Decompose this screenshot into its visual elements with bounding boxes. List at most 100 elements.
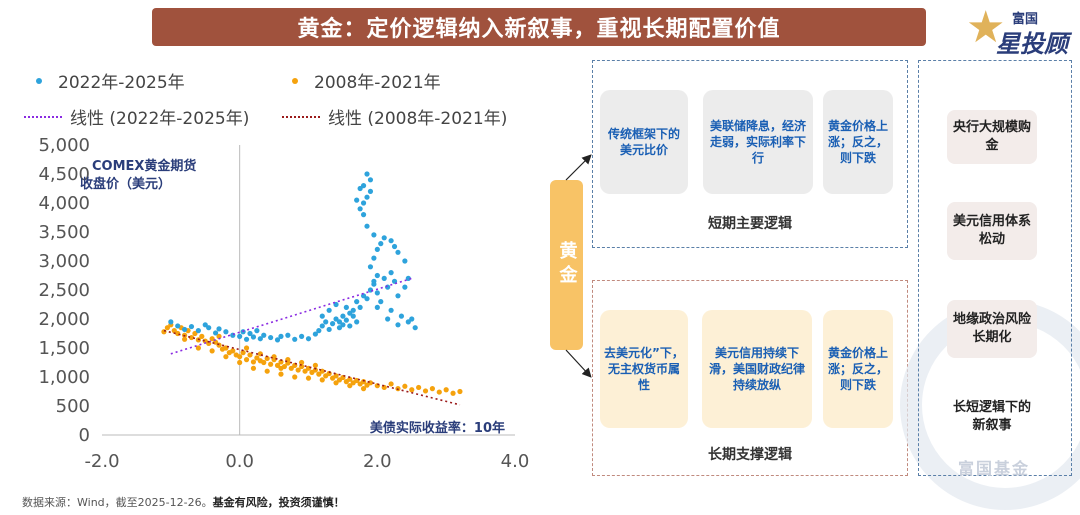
point-2008-2021 (209, 348, 215, 354)
point-2022-2025 (292, 336, 298, 342)
y-tick-label: 2,000 (38, 309, 90, 330)
point-2008-2021 (209, 336, 215, 342)
point-2008-2021 (436, 389, 442, 395)
point-2022-2025 (195, 328, 201, 334)
point-2022-2025 (371, 255, 377, 261)
point-2022-2025 (388, 307, 394, 313)
watermark-text: 富国基金 (958, 459, 1031, 478)
logo-line1: 富国 (1012, 12, 1039, 27)
point-2022-2025 (223, 329, 229, 335)
point-2008-2021 (443, 387, 449, 393)
point-2008-2021 (422, 388, 429, 394)
series-b-marker-icon (292, 77, 298, 84)
point-2022-2025 (316, 328, 322, 334)
point-2022-2025 (347, 323, 353, 329)
x-axis-title: 美债实际收益率：10年 (370, 420, 505, 436)
point-2022-2025 (329, 321, 336, 327)
scatter-chart: 0 500 1,000 1,500 2,000 2,500 3,000 3,500 4,000 4… (38, 135, 529, 472)
point-2008-2021 (237, 359, 243, 366)
legend-entry-trend-b: 线性 (2008年-2021年) (282, 104, 507, 129)
point-2022-2025 (360, 183, 367, 189)
point-2022-2025 (326, 307, 332, 313)
point-2008-2021 (305, 375, 312, 381)
point-2022-2025 (206, 325, 212, 331)
point-2022-2025 (261, 332, 267, 338)
point-2008-2021 (278, 365, 284, 371)
legend-entry-series-b: 2008年-2021年 (292, 68, 441, 93)
point-2022-2025 (357, 304, 363, 310)
y-tick-label: 4,500 (38, 164, 90, 185)
brand-logo: ★ 富国 星投顾 (966, 2, 1076, 59)
point-2022-2025 (381, 275, 387, 281)
point-2008-2021 (288, 365, 294, 371)
point-2008-2021 (250, 359, 257, 365)
short-term-panel (592, 60, 908, 248)
point-2022-2025 (182, 326, 188, 333)
point-2008-2021 (243, 357, 250, 363)
point-2008-2021 (268, 361, 274, 367)
logo-line2: 星投顾 (996, 30, 1068, 58)
point-2008-2021 (161, 329, 167, 335)
point-2022-2025 (364, 223, 370, 229)
point-2008-2021 (360, 386, 367, 392)
point-2008-2021 (243, 345, 250, 351)
point-2022-2025 (319, 313, 325, 319)
point-2022-2025 (405, 319, 411, 325)
point-2022-2025 (312, 331, 318, 337)
point-2022-2025 (274, 337, 281, 343)
point-2022-2025 (402, 284, 408, 290)
point-2022-2025 (374, 304, 380, 310)
legend-label-series-b: 2008年-2021年 (314, 73, 441, 93)
point-2022-2025 (357, 185, 363, 192)
point-2022-2025 (388, 270, 394, 276)
point-2008-2021 (247, 352, 253, 358)
side-item-2: 美元信用体系松动 (947, 202, 1037, 260)
point-2008-2021 (450, 390, 456, 396)
point-2022-2025 (247, 330, 253, 337)
trendline-2008-2021 (163, 329, 461, 406)
point-2008-2021 (237, 354, 243, 360)
point-2008-2021 (402, 383, 408, 389)
point-2022-2025 (347, 310, 353, 316)
point-2022-2025 (340, 313, 346, 319)
point-2008-2021 (261, 359, 267, 366)
point-2022-2025 (299, 333, 305, 339)
point-2022-2025 (250, 334, 257, 340)
point-2008-2021 (292, 374, 298, 380)
point-2008-2021 (223, 354, 229, 360)
point-2008-2021 (333, 380, 339, 386)
point-2022-2025 (409, 316, 415, 322)
point-2022-2025 (212, 330, 219, 336)
point-2022-2025 (278, 333, 284, 339)
point-2022-2025 (378, 299, 384, 305)
point-2022-2025 (168, 319, 174, 325)
point-2008-2021 (264, 368, 270, 374)
point-2022-2025 (395, 322, 401, 328)
point-2008-2021 (192, 330, 198, 337)
point-2022-2025 (202, 322, 208, 328)
point-2022-2025 (216, 326, 222, 332)
point-2008-2021 (333, 373, 339, 379)
point-2022-2025 (243, 336, 250, 342)
short-term-label: 短期主要逻辑 (708, 216, 792, 232)
arrow-down-icon (565, 349, 592, 378)
y-tick-label: 3,500 (38, 222, 90, 243)
y-tick-label: 0 (79, 425, 90, 446)
point-2022-2025 (350, 307, 356, 313)
point-2022-2025 (398, 313, 405, 319)
point-2022-2025 (333, 316, 339, 322)
x-tick-label: -2.0 (84, 451, 119, 472)
point-2008-2021 (274, 362, 281, 368)
point-2022-2025 (364, 171, 370, 177)
trendline-2022-2025 (170, 277, 412, 355)
point-2022-2025 (285, 332, 291, 338)
side-item-4: 长短逻辑下的新叙事 (952, 399, 1031, 433)
source-text: 数据来源：Wind，截至2025-12-26。 (22, 496, 213, 509)
point-2008-2021 (240, 350, 246, 356)
point-2022-2025 (371, 232, 377, 238)
point-2022-2025 (237, 333, 243, 339)
point-2008-2021 (216, 333, 222, 339)
point-2008-2021 (295, 367, 301, 373)
point-2022-2025 (343, 317, 349, 323)
y-tick-label: 4,000 (38, 193, 90, 214)
